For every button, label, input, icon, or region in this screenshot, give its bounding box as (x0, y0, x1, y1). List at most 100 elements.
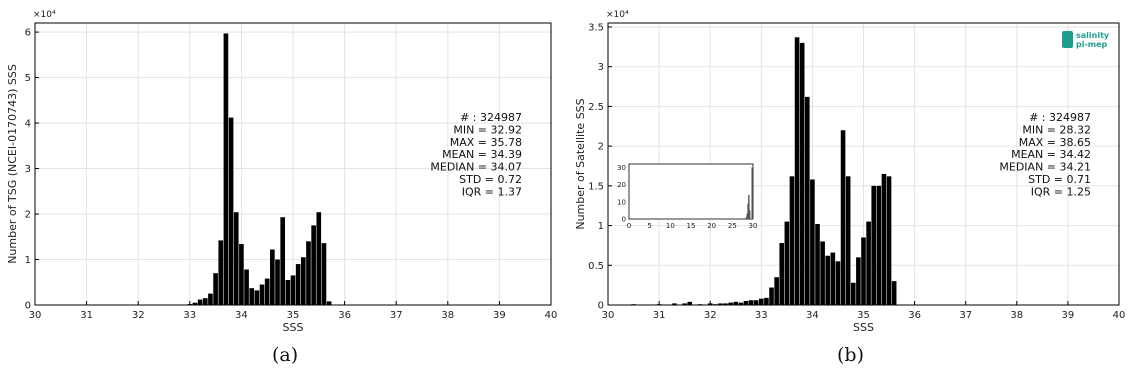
histogram-bar (300, 257, 306, 305)
x-tick-label: 37 (959, 310, 972, 321)
x-tick-label: 40 (1113, 310, 1126, 321)
x-tick-label: 33 (755, 310, 768, 321)
stats-line: # : 324987 (460, 111, 522, 124)
histogram-bar (840, 130, 846, 305)
x-tick-label: 32 (704, 310, 717, 321)
inset-y-tick-label: 0 (622, 216, 626, 224)
histogram-bar (311, 225, 316, 305)
chart-b: 30 31 32 33 34 35 36 37 38 39 40 0 0.5 1 1.5 2 2.5 3 3.5×1… (574, 10, 1125, 334)
y-tick-label: 4 (25, 119, 31, 130)
x-tick-label: 39 (493, 310, 506, 321)
histogram-bar (861, 237, 866, 305)
caption-a: (a) (272, 344, 299, 366)
y-tick-label: 1 (25, 255, 31, 266)
chart-a: 30 31 32 33 34 35 36 37 38 39 400123456×10⁴SSSNumb… (6, 10, 557, 334)
histogram-bar (728, 302, 733, 305)
histogram-bar (835, 261, 841, 305)
histogram-bar (192, 302, 198, 305)
histogram-bar (223, 33, 229, 305)
histogram-bar (687, 301, 693, 305)
histogram-bar (723, 303, 728, 305)
y-tick-label: 3 (598, 62, 604, 73)
x-axis-label: SSS (853, 321, 874, 334)
inset-bar (748, 194, 750, 219)
caption-b: (b) (837, 344, 864, 366)
logo-text-salinity: salinity (1076, 31, 1110, 40)
histogram-bar (275, 259, 280, 305)
histogram-bar (799, 42, 805, 305)
inset-y-tick-label: 30 (617, 164, 626, 172)
histogram-bar (764, 297, 769, 305)
histogram-bar (285, 279, 291, 305)
histogram-bar (891, 281, 897, 305)
x-tick-label: 33 (183, 310, 196, 321)
histogram-bar (748, 300, 754, 305)
inset-bar (751, 167, 753, 219)
stats-line: IQR = 1.25 (1031, 185, 1091, 198)
histogram-bar (825, 255, 831, 305)
x-tick-label: 36 (908, 310, 921, 321)
histogram-bar (804, 96, 810, 305)
x-tick-label: 40 (545, 310, 558, 321)
histogram-bar (290, 275, 296, 305)
histogram-bar (244, 269, 249, 305)
histogram-bar (779, 243, 785, 305)
histogram-bar (753, 300, 759, 305)
x-tick-label: 34 (806, 310, 819, 321)
histogram-bar (228, 117, 234, 306)
x-tick-label: 30 (29, 310, 42, 321)
stats-line: # : 324987 (1029, 111, 1091, 124)
y-tick-label: 3 (25, 164, 31, 175)
inset-x-tick-label: 15 (687, 222, 696, 230)
stats-line: MEDIAN = 34.21 (999, 161, 1091, 174)
stats-line: MIN = 28.32 (1022, 123, 1091, 136)
histogram-bar (784, 221, 790, 305)
y-axis-label: Number of Satellite SSS (574, 98, 587, 229)
stats-line: MAX = 38.65 (1019, 136, 1091, 149)
histogram-bar (197, 299, 203, 305)
histogram-bar (733, 301, 739, 305)
histogram-bar (239, 244, 244, 305)
histogram-bar (856, 257, 861, 305)
histogram-bar (202, 298, 208, 305)
inset-y-tick-label: 10 (617, 198, 626, 206)
histogram-bar (876, 185, 882, 305)
histogram-bar (254, 290, 260, 305)
x-tick-label: 31 (80, 310, 93, 321)
y-tick-label: 6 (25, 28, 31, 39)
stats-line: MEDIAN = 34.07 (430, 161, 522, 174)
histogram-bar (316, 212, 322, 305)
y-tick-label: 2.5 (588, 102, 604, 113)
y-tick-label: 2 (598, 142, 604, 153)
x-tick-label: 35 (857, 310, 870, 321)
histogram-bar (718, 303, 723, 305)
inset-x-tick-label: 0 (627, 222, 631, 230)
inset-x-tick-label: 25 (728, 222, 737, 230)
stats-line: MEAN = 34.42 (1011, 148, 1091, 161)
histogram-bar (208, 293, 213, 305)
x-tick-label: 37 (390, 310, 403, 321)
histogram-bar (738, 302, 744, 305)
stats-line: STD = 0.71 (1028, 173, 1091, 186)
inset-bar (745, 217, 748, 219)
x-tick-label: 38 (441, 310, 454, 321)
y-exponent-label: ×10⁴ (33, 10, 56, 20)
histogram-bar (820, 241, 825, 305)
histogram-bar (789, 176, 795, 305)
histogram-bar (743, 301, 749, 305)
histogram-bar (871, 185, 877, 305)
histogram-bar (850, 282, 856, 305)
inset-x-tick-label: 5 (647, 222, 651, 230)
x-tick-label: 38 (1010, 310, 1023, 321)
histogram-bar (769, 287, 774, 305)
logo-mark (1062, 31, 1073, 48)
inset-chart: 0 5 10 15 20 25 30 0 10 20 30 (617, 163, 757, 230)
inset-x-tick-label: 10 (666, 222, 675, 230)
x-axis-label: SSS (283, 321, 304, 334)
histogram-bar (264, 278, 270, 305)
histogram-bar (249, 288, 255, 305)
y-tick-label: 1 (598, 221, 604, 232)
stats-line: IQR = 1.37 (462, 185, 522, 198)
y-exponent-label: ×10⁴ (606, 10, 629, 20)
